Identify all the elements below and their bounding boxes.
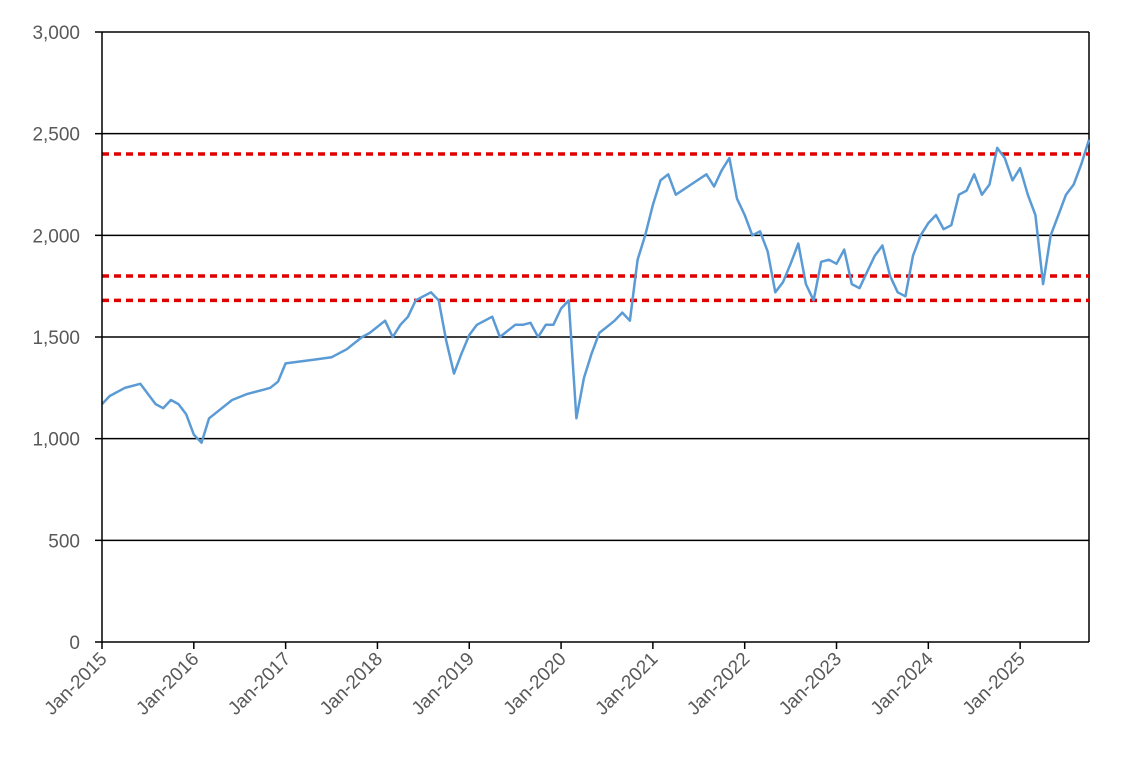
x-tick-label: Jan-2017: [224, 649, 295, 720]
y-tick-label: 1,000: [32, 430, 80, 451]
series-line-0: [101, 139, 1091, 444]
y-tick-label: 1,500: [32, 328, 80, 349]
x-tick-label: Jan-2015: [41, 649, 112, 720]
x-tick-label: Jan-2024: [867, 648, 938, 719]
y-axis-tick-labels: 0 500 1,000 1,500 2,000 2,500 3,000: [32, 23, 80, 654]
axes: [95, 31, 1089, 649]
x-tick-label: Jan-2025: [959, 649, 1030, 720]
x-tick-label: Jan-2021: [592, 649, 663, 720]
x-axis-tick-labels: Jan-2015 Jan-2016 Jan-2017 Jan-2018 Jan-2019…: [41, 648, 1030, 719]
reference-lines: [102, 152, 1089, 303]
x-tick-label: Jan-2020: [500, 649, 571, 720]
y-tick-label: 3,000: [32, 23, 80, 44]
x-tick-label: Jan-2016: [132, 649, 203, 720]
y-tick-label: 2,000: [32, 226, 80, 247]
series-layer: [101, 139, 1091, 444]
x-tick-label: Jan-2023: [775, 649, 846, 720]
x-tick-label: Jan-2018: [316, 649, 387, 720]
y-tick-label: 0: [69, 633, 80, 654]
x-tick-label: Jan-2022: [683, 649, 754, 720]
y-tick-label: 2,500: [32, 125, 80, 146]
gridlines: [102, 31, 1090, 642]
x-tick-label: Jan-2019: [408, 649, 479, 720]
y-tick-label: 500: [48, 531, 80, 552]
